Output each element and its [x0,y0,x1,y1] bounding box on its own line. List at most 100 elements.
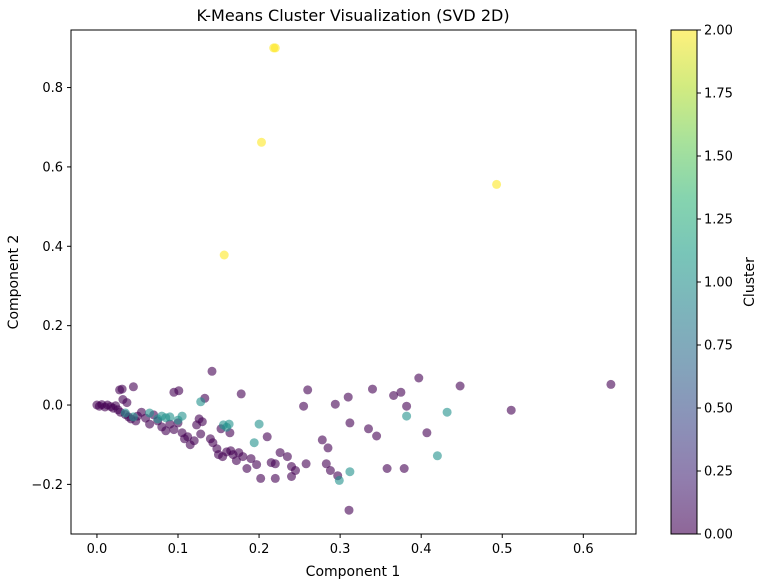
data-point-cluster-1-1 [128,412,138,422]
colorbar-tick-label: 1.00 [704,276,733,291]
colorbar-tick-label: 0.50 [704,402,733,417]
data-point-cluster-0-83 [368,384,377,394]
data-point-cluster-0-75 [323,443,333,453]
data-point-cluster-0-87 [396,387,406,397]
data-point-cluster-1-2 [145,408,155,418]
data-point-cluster-0-79 [343,392,353,402]
data-point-cluster-2-1 [270,43,280,53]
data-point-cluster-0-94 [606,379,616,389]
y-tick-label: 0.8 [42,81,63,96]
data-point-cluster-0-57 [242,464,252,473]
data-point-cluster-2-3 [219,250,229,260]
data-point-cluster-0-13 [117,384,127,394]
data-point-cluster-0-76 [325,466,335,475]
y-tick-label: −0.2 [31,478,63,493]
x-axis-ticks: 0.0 0.1 0.2 0.3 0.4 0.5 0.6 [87,534,594,557]
data-point-cluster-0-34 [183,432,193,442]
data-point-cluster-0-66 [282,452,292,462]
data-point-cluster-0-39 [197,417,207,427]
data-point-cluster-0-55 [236,389,246,399]
colorbar-tick-label: 0.00 [704,528,733,543]
data-point-cluster-0-88 [399,464,409,473]
colorbar-ticks: 0.00 0.25 0.50 0.75 1.00 1.25 1.50 1.75 2.00 [697,24,733,543]
data-point-cluster-0-14 [122,398,132,408]
data-point-cluster-0-77 [330,399,340,409]
colorbar-tick-label: 2.00 [704,24,733,39]
data-point-cluster-0-59 [252,460,262,470]
data-point-cluster-0-89 [402,401,412,411]
data-point-cluster-0-69 [291,466,300,475]
y-axis-ticks: −0.2 0.0 0.2 0.4 0.6 0.8 [31,81,71,493]
colorbar-tick-label: 1.75 [704,87,733,102]
y-tick-label: 0.4 [42,240,63,255]
data-point-cluster-1-19 [442,407,452,417]
x-tick-label: 0.3 [330,542,351,557]
y-tick-label: 0.2 [42,319,63,334]
y-axis-label: Component 2 [6,235,22,330]
colorbar [670,29,698,535]
data-point-cluster-0-22 [145,419,155,429]
data-point-cluster-1-13 [249,438,259,448]
data-point-cluster-2-4 [492,179,502,189]
x-tick-label: 0.1 [168,542,189,557]
colorbar-tick-label: 0.75 [704,339,733,354]
data-point-cluster-1-6 [165,412,175,422]
data-point-cluster-0-17 [128,382,138,392]
data-point-cluster-0-65 [275,448,285,458]
data-point-cluster-0-40 [196,429,206,439]
x-axis-label: Component 1 [306,564,401,580]
data-point-cluster-0-81 [344,505,354,515]
data-point-cluster-0-86 [389,391,399,400]
data-point-cluster-0-80 [345,418,355,428]
data-point-cluster-1-17 [402,411,412,421]
y-tick-label: 0.6 [42,160,63,175]
data-point-cluster-0-26 [161,426,171,436]
x-tick-label: 0.2 [249,542,270,557]
x-tick-label: 0.6 [573,542,594,557]
data-point-cluster-0-85 [382,464,392,473]
colorbar-label: Cluster [742,257,758,307]
data-point-cluster-1-18 [432,451,442,461]
colorbar-tick-label: 1.50 [704,150,733,165]
data-point-cluster-0-28 [169,425,179,435]
data-point-cluster-1-9 [196,397,206,407]
data-point-cluster-1-16 [345,467,355,477]
x-tick-label: 0.0 [87,542,108,557]
data-point-cluster-0-61 [262,432,272,442]
data-point-cluster-0-31 [174,386,184,396]
data-point-cluster-1-14 [254,419,264,429]
data-point-cluster-0-63 [270,459,280,469]
data-point-cluster-0-72 [303,385,313,395]
colorbar-tick-label: 1.25 [704,213,733,228]
data-point-cluster-0-53 [231,456,241,466]
data-point-cluster-0-73 [317,435,327,445]
plot-frame [70,29,637,535]
data-point-cluster-0-56 [238,452,248,462]
data-point-cluster-1-15 [334,475,344,485]
x-tick-label: 0.4 [411,542,432,557]
data-point-cluster-0-36 [189,436,199,446]
y-tick-label: 0.0 [42,399,63,414]
colorbar-tick-label: 0.25 [704,465,733,480]
data-point-cluster-0-74 [321,459,331,469]
data-point-cluster-0-82 [364,424,373,434]
data-point-cluster-0-58 [246,454,256,464]
data-point-cluster-0-64 [270,473,280,483]
data-point-cluster-2-2 [257,137,266,147]
data-point-cluster-0-70 [299,401,309,411]
x-tick-label: 0.5 [492,542,513,557]
data-point-cluster-0-92 [455,381,465,391]
data-point-cluster-0-71 [301,459,311,469]
data-point-cluster-1-8 [177,411,187,421]
data-point-cluster-0-93 [506,405,516,415]
data-point-cluster-0-90 [414,373,424,383]
data-point-cluster-0-44 [207,366,217,376]
data-point-cluster-0-84 [372,431,382,441]
data-point-cluster-1-0 [120,408,130,418]
points-layer [92,43,616,515]
data-point-cluster-0-60 [256,473,266,483]
data-point-cluster-1-12 [224,419,234,429]
data-point-cluster-0-91 [422,428,432,438]
